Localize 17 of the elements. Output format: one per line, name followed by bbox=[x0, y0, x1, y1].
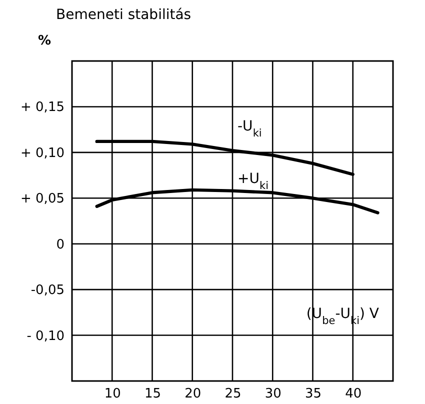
y-tick-label: + 0,15 bbox=[20, 100, 64, 116]
y-tick-label: -0,05 bbox=[30, 283, 64, 298]
y-axis-title: % bbox=[38, 34, 52, 48]
series-label: -U$_{ki}$ bbox=[238, 118, 262, 140]
y-tick-label: + 0,10 bbox=[20, 146, 64, 161]
x-tick-label: 20 bbox=[184, 386, 202, 402]
x-tick-label: 30 bbox=[264, 386, 282, 402]
x-tick-label: 35 bbox=[304, 386, 322, 402]
y-tick-label: - 0,10 bbox=[26, 328, 64, 344]
x-tick-label: 15 bbox=[144, 386, 162, 402]
y-tick-label: 0 bbox=[56, 237, 64, 252]
x-tick-label: 40 bbox=[345, 386, 362, 402]
chart-title: Bemeneti stabilitás bbox=[56, 7, 192, 23]
x-tick-label: 25 bbox=[224, 386, 242, 402]
x-tick-label: 10 bbox=[104, 386, 121, 402]
y-tick-label: + 0,05 bbox=[20, 192, 64, 207]
series-label: +U$_{ki}$ bbox=[238, 170, 268, 192]
